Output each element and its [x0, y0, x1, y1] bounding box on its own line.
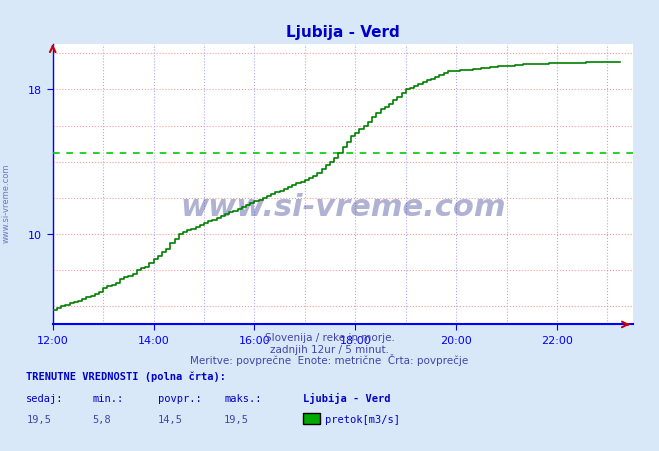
- Text: min.:: min.:: [92, 393, 123, 403]
- Text: zadnjih 12ur / 5 minut.: zadnjih 12ur / 5 minut.: [270, 344, 389, 354]
- Text: pretok[m3/s]: pretok[m3/s]: [325, 414, 400, 423]
- Text: Slovenija / reke in morje.: Slovenija / reke in morje.: [264, 332, 395, 342]
- Text: 19,5: 19,5: [26, 414, 51, 423]
- Text: maks.:: maks.:: [224, 393, 262, 403]
- Text: povpr.:: povpr.:: [158, 393, 202, 403]
- Text: 19,5: 19,5: [224, 414, 249, 423]
- Text: 14,5: 14,5: [158, 414, 183, 423]
- Text: www.si-vreme.com: www.si-vreme.com: [2, 163, 11, 243]
- Text: www.si-vreme.com: www.si-vreme.com: [180, 193, 505, 222]
- Text: Meritve: povprečne  Enote: metrične  Črta: povprečje: Meritve: povprečne Enote: metrične Črta:…: [190, 353, 469, 365]
- Text: Ljubija - Verd: Ljubija - Verd: [303, 392, 391, 403]
- Text: TRENUTNE VREDNOSTI (polna črta):: TRENUTNE VREDNOSTI (polna črta):: [26, 370, 226, 381]
- Title: Ljubija - Verd: Ljubija - Verd: [286, 25, 399, 40]
- Text: sedaj:: sedaj:: [26, 393, 64, 403]
- Text: 5,8: 5,8: [92, 414, 111, 423]
